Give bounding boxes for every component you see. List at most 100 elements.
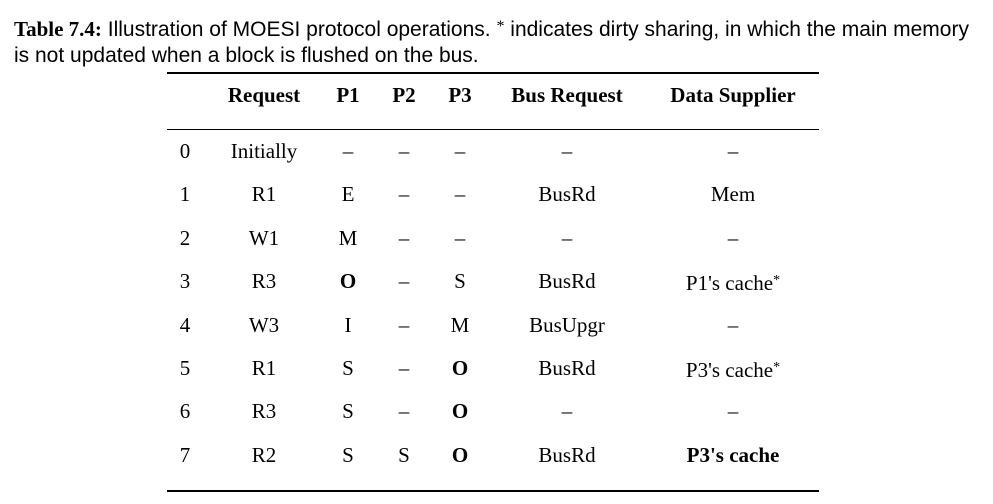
- cell-text: 3: [179, 269, 191, 294]
- table-row: 5 R1 S – O BusRd P3's cache*: [167, 353, 819, 383]
- table-header-row: Request P1 P2 P3 Bus Request Data Supplier: [167, 80, 819, 110]
- cell-text: S: [342, 442, 354, 467]
- cell-text: –: [398, 139, 410, 163]
- cell-text: P1's cache: [685, 271, 774, 296]
- cell-p1: S: [342, 396, 354, 426]
- cell-bus-request: BusUpgr: [529, 310, 605, 340]
- cell-p3: –: [455, 179, 466, 209]
- cell-request: R3: [252, 396, 277, 426]
- cell-p1: O: [340, 266, 356, 296]
- cell-p2: –: [399, 310, 410, 340]
- cell-text: Mem: [710, 182, 756, 207]
- cell-request: W3: [249, 310, 279, 340]
- table-row: 3 R3 O – S BusRd P1's cache*: [167, 266, 819, 296]
- cell-text: 6: [179, 399, 191, 424]
- cell-p3: M: [451, 310, 470, 340]
- cell-text: R3: [251, 399, 277, 424]
- cell-text: W1: [248, 225, 280, 250]
- cell-text: O: [451, 399, 469, 424]
- cell-text: W3: [248, 312, 280, 337]
- cell-data-supplier: –: [728, 223, 739, 253]
- cell-request: R1: [252, 179, 277, 209]
- cell-text: P1: [336, 83, 360, 107]
- cell-p2: –: [399, 179, 410, 209]
- cell-text: S: [454, 269, 466, 294]
- cell-bus-request: BusRd: [538, 440, 595, 470]
- cell-p1: I: [345, 310, 352, 340]
- cell-p2: –: [399, 136, 410, 166]
- cell-row-number: 6: [180, 396, 191, 426]
- cell-p2: –: [399, 223, 410, 253]
- cell-text: R1: [251, 356, 277, 380]
- cell-data-supplier: –: [728, 136, 739, 166]
- cell-row-number: 1: [180, 179, 191, 209]
- cell-text: 1: [179, 182, 191, 207]
- header-request: Request: [228, 80, 300, 110]
- cell-p1: –: [343, 136, 354, 166]
- cell-bus-request: BusRd: [538, 179, 595, 209]
- cell-p2: –: [399, 396, 410, 426]
- cell-text: S: [342, 356, 354, 380]
- caption-label: Table 7.4:: [14, 17, 102, 41]
- table-caption: Table 7.4: Illustration of MOESI protoco…: [14, 14, 984, 69]
- cell-p3: –: [455, 223, 466, 253]
- cell-text: –: [454, 182, 466, 207]
- cell-data-supplier: P3's cache*: [686, 353, 780, 385]
- cell-bus-request: BusRd: [538, 266, 595, 296]
- cell-request: R1: [252, 353, 277, 383]
- table-row: 1 R1 E – – BusRd Mem: [167, 179, 819, 209]
- cell-bus-request: BusRd: [538, 353, 595, 383]
- cell-data-supplier: –: [728, 396, 739, 426]
- cell-text: 2: [179, 225, 191, 250]
- cell-text: –: [454, 225, 466, 250]
- cell-p3: O: [452, 440, 468, 470]
- cell-bus-request: –: [562, 136, 573, 166]
- cell-text: –: [398, 182, 410, 207]
- cell-text: –: [727, 312, 739, 337]
- cell-text: Initially: [230, 139, 298, 163]
- cell-text: BusRd: [538, 442, 596, 467]
- cell-text: –: [727, 139, 739, 163]
- cell-p3: O: [452, 396, 468, 426]
- cell-text: –: [727, 399, 739, 424]
- cell-text: P2: [392, 83, 416, 107]
- cell-text: P3: [448, 83, 472, 107]
- caption-asterisk: *: [496, 18, 505, 35]
- table-row: 6 R3 S – O – –: [167, 396, 819, 426]
- header-p3: P3: [448, 80, 471, 110]
- cell-text: P3's cache: [686, 442, 780, 467]
- cell-p2: –: [399, 266, 410, 296]
- cell-bus-request: –: [562, 396, 573, 426]
- cell-text: O: [339, 269, 357, 294]
- cell-text: –: [727, 225, 739, 250]
- cell-p1: M: [339, 223, 358, 253]
- cell-text: M: [338, 225, 358, 250]
- caption-text: Illustration of MOESI protocol operation…: [101, 18, 497, 41]
- cell-p2: S: [398, 440, 410, 470]
- cell-bus-request: –: [562, 223, 573, 253]
- cell-p3: S: [454, 266, 466, 296]
- cell-text: O: [451, 442, 469, 467]
- cell-p1: E: [342, 179, 355, 209]
- cell-data-supplier: P1's cache*: [686, 266, 780, 298]
- table-header-rule: [167, 129, 819, 130]
- cell-text: –: [561, 399, 573, 424]
- cell-p3: O: [452, 353, 468, 383]
- cell-text: –: [561, 139, 573, 163]
- cell-data-supplier: –: [728, 310, 739, 340]
- cell-data-supplier: P3's cache: [687, 440, 780, 470]
- cell-text: S: [398, 442, 410, 467]
- cell-text: O: [451, 356, 469, 380]
- header-bus-request: Bus Request: [511, 80, 622, 110]
- cell-request: R3: [252, 266, 277, 296]
- cell-text: 4: [179, 312, 191, 337]
- dirty-sharing-mark: *: [773, 273, 781, 289]
- cell-row-number: 0: [180, 136, 191, 166]
- cell-request: W1: [249, 223, 279, 253]
- cell-text: Request: [227, 83, 301, 107]
- cell-text: –: [398, 356, 410, 380]
- cell-p1: S: [342, 440, 354, 470]
- cell-text: 5: [179, 356, 191, 380]
- cell-text: –: [398, 312, 410, 337]
- cell-row-number: 4: [180, 310, 191, 340]
